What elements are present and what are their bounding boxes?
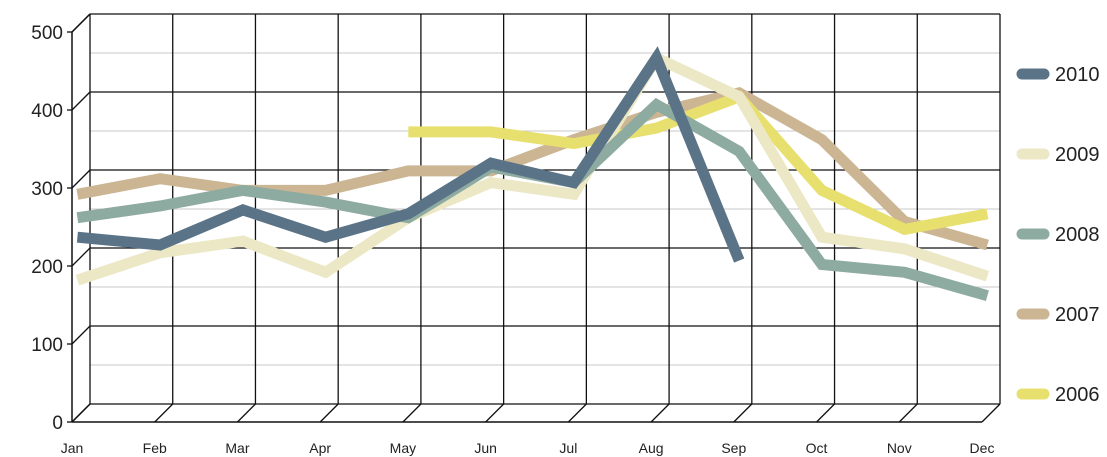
floor-gridline [981, 403, 1001, 423]
floor-gridline [898, 403, 918, 423]
series-lines [75, 46, 990, 301]
floor-gridline [319, 403, 339, 423]
floor-gridline [733, 403, 753, 423]
x-tick-label: Dec [970, 440, 995, 456]
y-tick-label: 0 [52, 413, 63, 434]
legend: 2010 2009 2008 2007 2006 [1016, 64, 1100, 406]
y-tick-label: 100 [31, 335, 63, 356]
series-line-2006 [408, 90, 989, 236]
legend-label-2007: 2007 [1055, 304, 1100, 326]
x-tick-label: Apr [309, 440, 331, 456]
y-tick-label: 300 [31, 179, 63, 200]
x-tick-label: Jun [474, 440, 497, 456]
legend-label-2009: 2009 [1055, 144, 1100, 166]
y-tick-label: 200 [31, 257, 63, 278]
x-tick-label: Nov [887, 440, 912, 456]
x-tick-label: Mar [225, 440, 249, 456]
left-wall-gridline [71, 247, 91, 267]
left-wall-gridline [71, 325, 91, 345]
x-tick-label: Feb [143, 440, 167, 456]
left-wall-gridline [71, 91, 91, 111]
series-line-2009 [75, 50, 990, 286]
floor-gridline [71, 403, 91, 423]
x-tick-label: Sep [721, 440, 746, 456]
x-tick-label: Jan [61, 440, 84, 456]
legend-label-2010: 2010 [1055, 64, 1100, 86]
legend-label-2006: 2006 [1055, 384, 1100, 406]
y-tick-label: 400 [31, 101, 63, 122]
y-tick-label: 500 [31, 23, 63, 44]
x-tick-label: Jul [559, 440, 577, 456]
floor-gridline [485, 403, 505, 423]
floor-gridline [650, 403, 670, 423]
floor-gridline [567, 403, 587, 423]
legend-label-2008: 2008 [1055, 224, 1100, 246]
floor-gridline [402, 403, 422, 423]
floor-gridline [154, 403, 174, 423]
wall-edge [71, 13, 91, 33]
left-wall-gridline [71, 169, 91, 189]
grid [71, 13, 1001, 423]
axes: 0 100 200 300 400 500 Jan Feb Mar Apr May Jun Jul Aug… [31, 23, 994, 456]
x-tick-label: May [390, 440, 416, 456]
x-tick-label: Aug [639, 440, 664, 456]
series-line-2010 [76, 46, 745, 263]
x-tick-label: Oct [806, 440, 828, 456]
floor-gridline [236, 403, 256, 423]
floor-gridline [816, 403, 836, 423]
